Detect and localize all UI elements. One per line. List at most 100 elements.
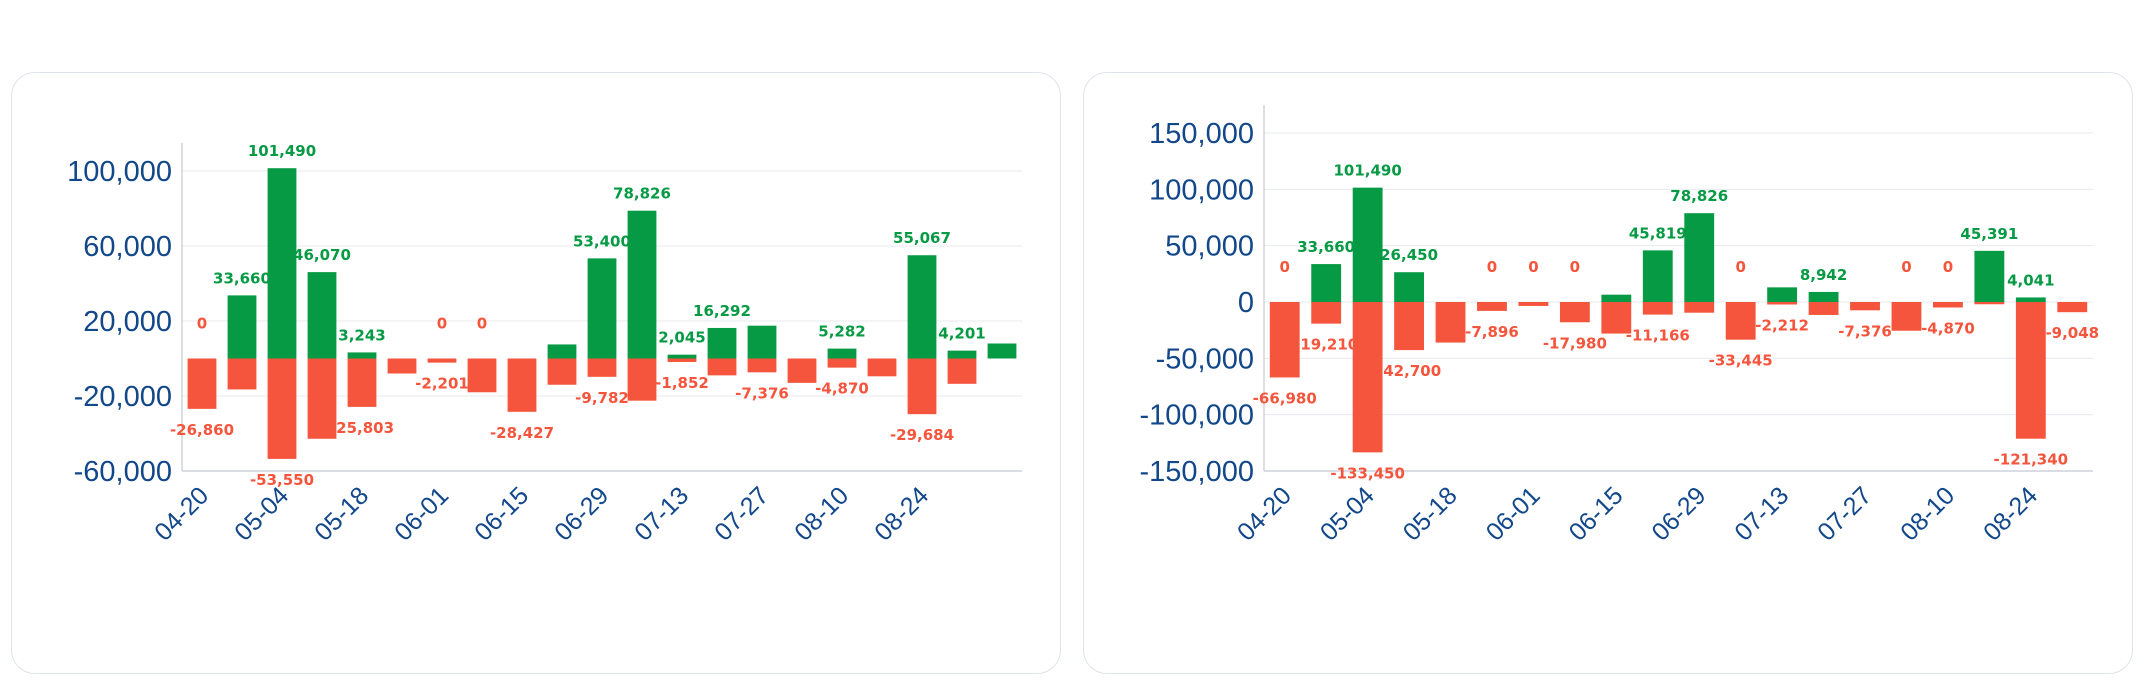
bar-positive <box>947 350 977 359</box>
bar-negative <box>1559 302 1590 323</box>
data-label-negative: -9,048 <box>2045 324 2099 342</box>
bar-negative <box>1767 302 1798 305</box>
x-tick-label: 08-10 <box>789 481 854 546</box>
y-tick-label: -20,000 <box>74 381 172 413</box>
bar-negative <box>1601 302 1632 334</box>
data-label-positive: 0 <box>1943 258 1953 276</box>
y-tick-label: 20,000 <box>83 306 172 338</box>
x-tick-label: 06-15 <box>469 481 534 546</box>
bar-positive <box>547 344 577 359</box>
data-label-positive: 0 <box>477 315 487 333</box>
data-label-positive: 0 <box>1570 258 1580 276</box>
bar-negative <box>2057 302 2088 313</box>
x-tick-label: 04-20 <box>149 481 214 546</box>
y-tick-label: -100,000 <box>1140 400 1255 432</box>
bar-negative <box>1518 302 1549 306</box>
data-label-positive: 101,490 <box>248 142 316 160</box>
data-label-positive: 46,070 <box>293 246 351 264</box>
data-label-positive: 78,826 <box>1670 187 1728 205</box>
bar-negative <box>867 358 897 377</box>
x-tick-label: 06-29 <box>1646 481 1711 546</box>
data-label-negative: -66,980 <box>1253 389 1317 407</box>
y-tick-label: 0 <box>1238 287 1254 319</box>
bar-positive <box>227 295 257 359</box>
bar-positive <box>747 325 777 359</box>
data-label-negative: -19,210 <box>1294 336 1358 354</box>
data-label-positive: 0 <box>1901 258 1911 276</box>
bar-negative <box>1933 302 1963 308</box>
data-label-negative: -2,201 <box>415 375 469 393</box>
bar-positive <box>1767 287 1798 302</box>
data-label-negative: -7,376 <box>1838 322 1892 340</box>
bar-positive <box>2015 297 2046 302</box>
data-label-positive: 4,041 <box>2007 271 2054 289</box>
bar-negative <box>827 358 857 368</box>
bar-negative <box>1352 302 1383 453</box>
x-tick-label: 08-24 <box>869 481 934 546</box>
data-label-positive: 5,282 <box>818 323 865 341</box>
bar-positive <box>827 348 857 359</box>
bar-positive <box>1352 187 1383 302</box>
bar-negative <box>1477 302 1507 311</box>
bar-negative <box>587 358 617 377</box>
bar-negative <box>787 358 817 383</box>
data-label-negative: -11,166 <box>1626 327 1690 345</box>
bar-negative <box>427 358 457 363</box>
data-label-positive: 45,819 <box>1629 224 1687 242</box>
bar-negative <box>907 358 937 415</box>
x-tick-label: 04-20 <box>1232 481 1297 546</box>
x-tick-label: 05-04 <box>229 481 294 546</box>
data-label-positive: 3,243 <box>338 326 385 344</box>
bar-negative <box>507 358 537 412</box>
data-label-positive: 0 <box>437 315 447 333</box>
bar-negative <box>1269 302 1300 378</box>
bar-positive <box>1684 213 1715 302</box>
data-label-negative: -1,852 <box>655 374 709 392</box>
data-label-positive: 53,400 <box>573 232 631 250</box>
bar-negative <box>707 358 737 376</box>
data-label-negative: -7,376 <box>735 384 789 402</box>
data-label-negative: -25,803 <box>330 419 394 437</box>
bar-negative <box>307 358 337 439</box>
bar-positive <box>347 352 377 359</box>
bar-positive <box>1808 291 1839 302</box>
data-label-negative: -2,212 <box>1755 316 1809 334</box>
data-label-positive: 0 <box>1280 258 1290 276</box>
bar-negative <box>547 358 577 385</box>
bar-negative <box>667 358 697 362</box>
bar-negative <box>947 358 977 384</box>
bar-negative <box>1435 302 1466 343</box>
data-label-positive: 2,045 <box>658 329 705 347</box>
bar-negative <box>1891 302 1922 331</box>
x-tick-label: 06-29 <box>549 481 614 546</box>
data-label-negative: -4,870 <box>1921 319 1975 337</box>
data-label-positive: 101,490 <box>1333 162 1401 180</box>
bar-positive <box>307 272 337 359</box>
bar-negative <box>347 358 377 407</box>
data-label-positive: 0 <box>197 315 207 333</box>
bar-negative <box>267 358 297 459</box>
x-tick-label: 06-01 <box>389 481 454 546</box>
y-tick-label: 60,000 <box>83 231 172 263</box>
bar-positive <box>1601 294 1632 302</box>
data-label-positive: 8,942 <box>1800 266 1847 284</box>
chart-card-left: 100,000 60,000 20,000 -20,000 -60,000 0 -26,86… <box>11 72 1061 674</box>
y-tick-label: 100,000 <box>1149 174 1254 206</box>
x-tick-label: 06-01 <box>1481 481 1546 546</box>
bar-positive <box>987 343 1017 359</box>
data-label-negative: -9,782 <box>575 389 629 407</box>
bar-negative <box>1394 302 1424 351</box>
bar-positive <box>667 354 697 359</box>
bar-chart-right: 150,000 100,000 50,000 0 -50,000 -100,000 -150… <box>1140 105 2099 546</box>
data-label-positive: 0 <box>1735 258 1745 276</box>
bar-positive <box>1394 272 1424 302</box>
data-label-negative: -7,896 <box>1465 323 1519 341</box>
data-label-negative: -26,860 <box>170 421 234 439</box>
x-tick-label: 06-15 <box>1564 481 1629 546</box>
bar-chart-left: 100,000 60,000 20,000 -20,000 -60,000 0 -26,86… <box>67 142 1022 546</box>
data-label-positive: 0 <box>1487 258 1497 276</box>
data-label-negative: -17,980 <box>1543 334 1607 352</box>
data-label-positive: 33,660 <box>213 269 271 287</box>
x-tick-label: 07-27 <box>709 481 774 546</box>
data-label-negative: -121,340 <box>1994 451 2069 469</box>
